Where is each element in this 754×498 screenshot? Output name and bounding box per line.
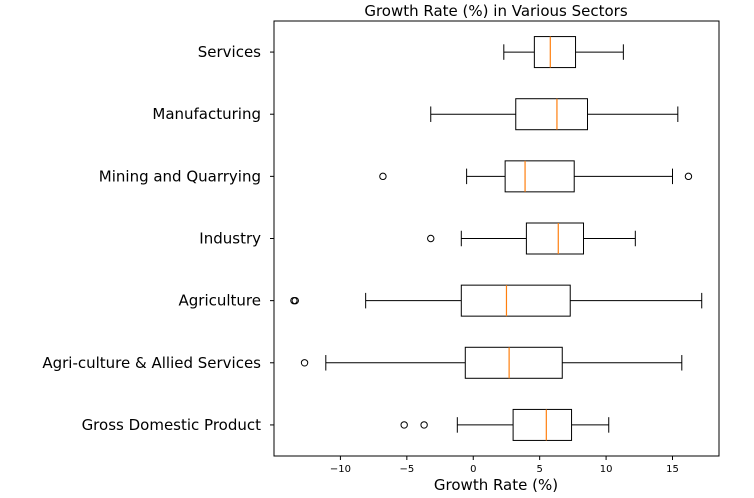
outlier-point — [379, 172, 387, 181]
iqr-box — [504, 160, 575, 193]
box-group-6 — [503, 36, 624, 69]
y-axis: Gross Domestic Product Agri-culture & All… — [42, 43, 274, 434]
outlier-point — [300, 359, 309, 367]
x-tick-label: 10 — [600, 464, 613, 475]
iqr-box — [525, 222, 585, 255]
outlier-point — [420, 421, 428, 429]
iqr-box — [512, 408, 573, 441]
box-group-4 — [379, 160, 693, 193]
iqr-box — [460, 284, 571, 317]
iqr-box — [515, 98, 588, 131]
box-group-1 — [300, 346, 683, 379]
box-group-2 — [290, 284, 703, 317]
y-tick-label: Agri-culture & Allied Services — [42, 354, 261, 372]
x-tick-label: 5 — [536, 464, 542, 475]
chart-marks — [290, 36, 703, 441]
x-tick-label: 0 — [470, 464, 476, 475]
chart-title: Growth Rate (%) in Various Sectors — [364, 2, 628, 20]
y-tick-label: Gross Domestic Product — [82, 416, 262, 434]
y-tick-label: Agriculture — [179, 292, 262, 310]
iqr-box — [464, 346, 563, 379]
y-tick-label: Services — [198, 43, 261, 61]
outlier-point — [684, 172, 693, 181]
iqr-box — [533, 36, 577, 69]
outlier-point — [291, 296, 299, 305]
outlier-point — [400, 421, 408, 429]
outlier-point — [427, 234, 435, 243]
box-group-5 — [430, 98, 679, 131]
x-tick-label: −5 — [399, 464, 414, 475]
x-axis-label: Growth Rate (%) — [434, 476, 558, 494]
y-tick-label: Industry — [199, 230, 261, 248]
box-group-0 — [400, 408, 610, 441]
x-tick-label: −10 — [330, 464, 351, 475]
x-axis: −10 −5 0 5 10 15 — [330, 456, 679, 475]
x-tick-label: 15 — [666, 464, 679, 475]
y-tick-label: Mining and Quarrying — [99, 167, 261, 185]
box-group-3 — [427, 222, 636, 255]
y-tick-label: Manufacturing — [152, 105, 261, 123]
